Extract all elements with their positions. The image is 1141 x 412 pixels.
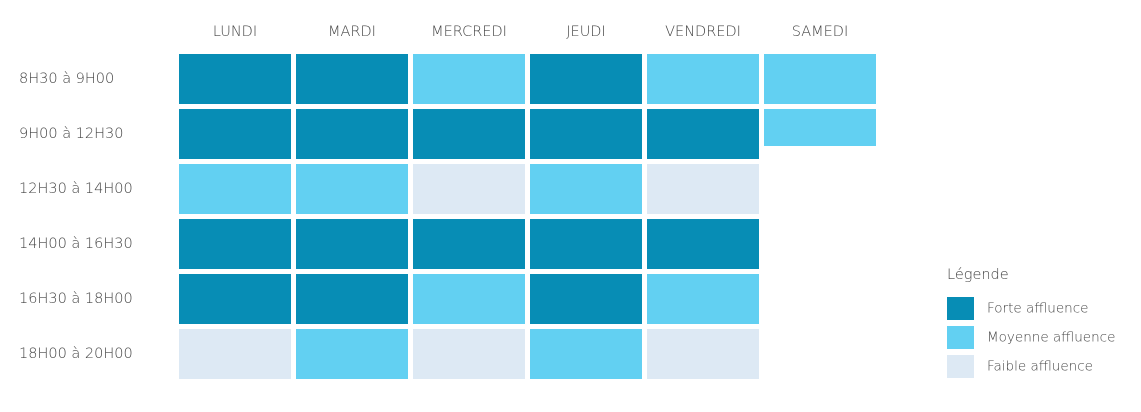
- legend-label: Faible affluence: [987, 359, 1093, 375]
- cell: [413, 54, 525, 104]
- legend-label: Moyenne affluence: [987, 330, 1115, 346]
- cell: [413, 329, 525, 379]
- cell: [530, 219, 642, 269]
- column-header: MERCREDI: [431, 24, 507, 40]
- legend-swatch: [947, 355, 974, 378]
- row-header: 12H30 à 14H00: [19, 181, 133, 197]
- cell: [296, 109, 408, 159]
- legend-title: Légende: [947, 267, 1009, 283]
- cell: [647, 219, 759, 269]
- row-header: 18H00 à 20H00: [19, 346, 133, 362]
- legend-swatch: [947, 326, 974, 349]
- cell: [179, 54, 291, 104]
- column-header: MARDI: [328, 24, 376, 40]
- cell: [296, 274, 408, 324]
- cell: [647, 274, 759, 324]
- cell: [179, 274, 291, 324]
- cell: [764, 54, 876, 104]
- cell: [530, 54, 642, 104]
- cell: [530, 164, 642, 214]
- row-header: 16H30 à 18H00: [19, 291, 133, 307]
- cell: [179, 109, 291, 159]
- row-header: 8H30 à 9H00: [19, 71, 114, 87]
- cell: [413, 109, 525, 159]
- row-header: 9H00 à 12H30: [19, 126, 124, 142]
- column-header: JEUDI: [566, 24, 606, 40]
- cell: [530, 274, 642, 324]
- legend-swatch: [947, 297, 974, 320]
- cell: [296, 54, 408, 104]
- cell: [530, 329, 642, 379]
- cell: [179, 164, 291, 214]
- cell: [530, 109, 642, 159]
- cell: [296, 219, 408, 269]
- column-header: SAMEDI: [792, 24, 849, 40]
- cell: [764, 109, 876, 146]
- cell: [647, 109, 759, 159]
- cell: [179, 329, 291, 379]
- cell: [647, 329, 759, 379]
- cell: [296, 164, 408, 214]
- cell: [647, 164, 759, 214]
- legend-label: Forte affluence: [987, 301, 1088, 317]
- cell: [296, 329, 408, 379]
- cell: [413, 219, 525, 269]
- row-header: 14H00 à 16H30: [19, 236, 133, 252]
- cell: [179, 219, 291, 269]
- cell: [647, 54, 759, 104]
- cell: [413, 274, 525, 324]
- column-header: LUNDI: [213, 24, 257, 40]
- column-header: VENDREDI: [665, 24, 741, 40]
- cell: [413, 164, 525, 214]
